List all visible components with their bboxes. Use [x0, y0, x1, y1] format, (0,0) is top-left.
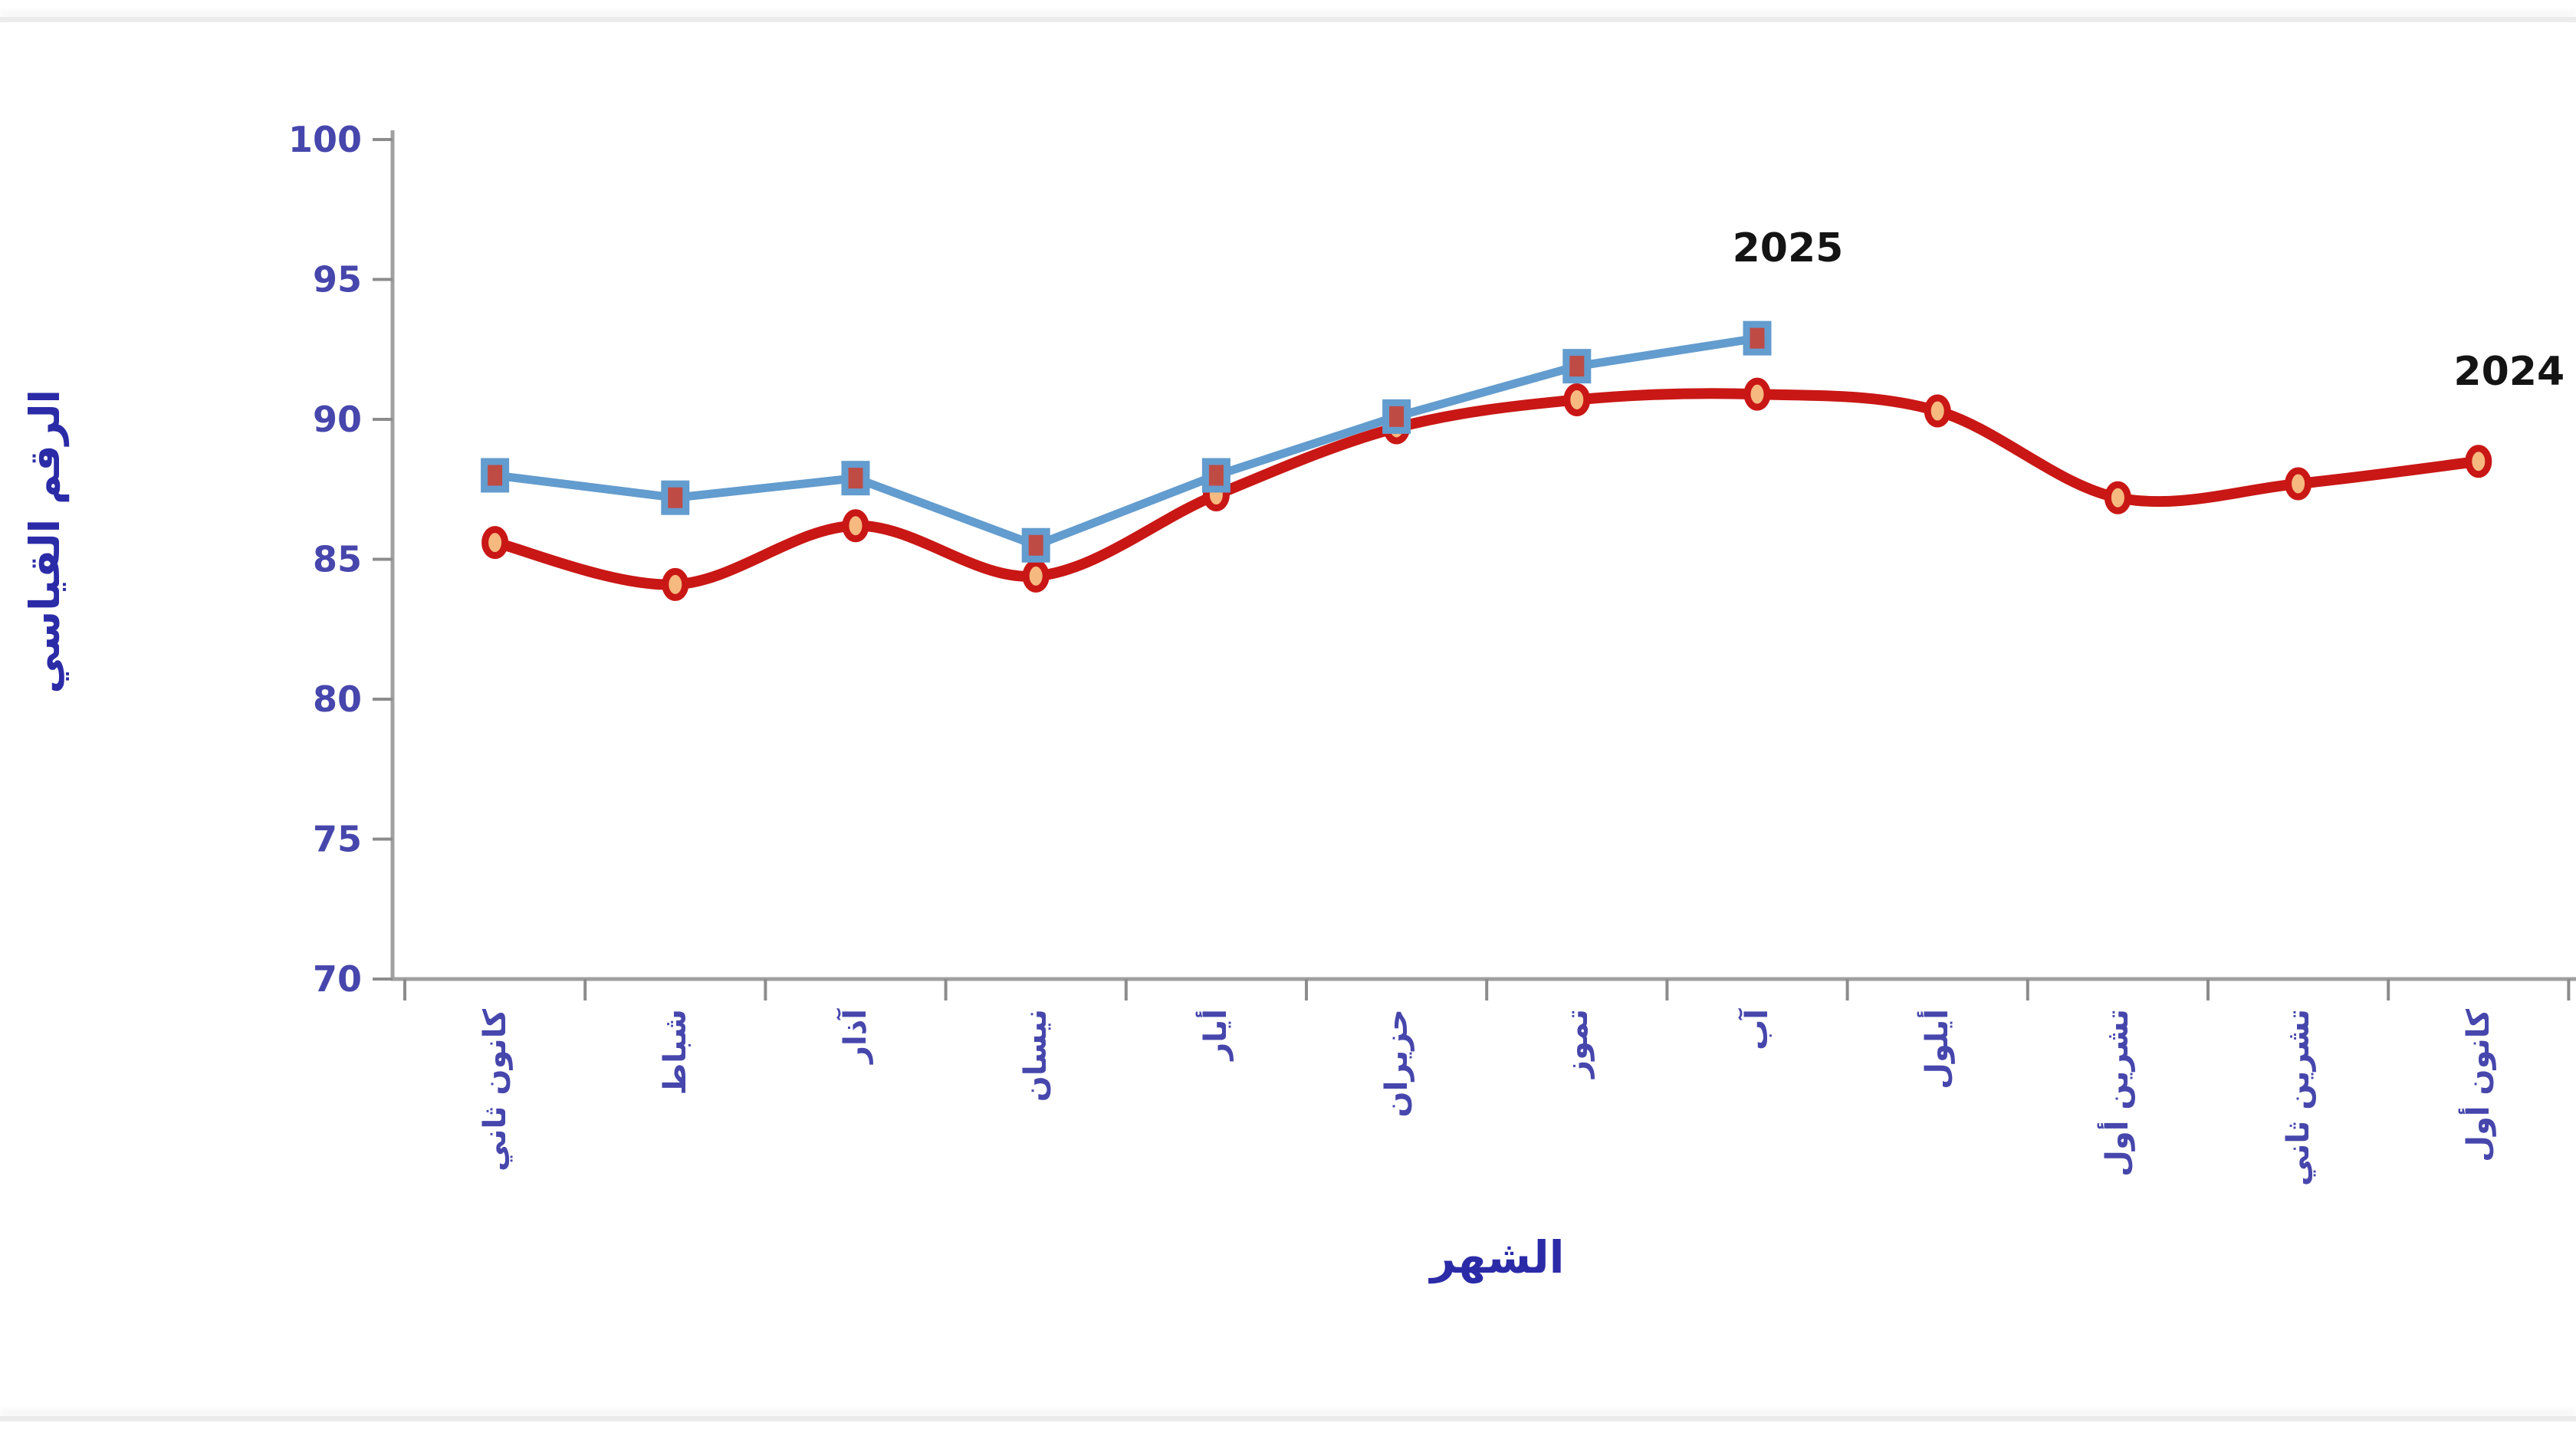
x-tick-label: كانون ثاني — [477, 1009, 513, 1171]
x-tick-label: شباط — [657, 1009, 693, 1096]
series-marker-2024 — [1022, 559, 1050, 593]
series-line-2024 — [489, 388, 2484, 590]
x-tick-label: أيار — [1198, 1009, 1234, 1060]
series-marker-2024 — [1743, 377, 1771, 411]
y-tick-label: 70 — [313, 958, 362, 1000]
series-marker-2024 — [481, 526, 509, 560]
y-tick-label: 100 — [288, 119, 362, 160]
series-marker-2024 — [1563, 383, 1591, 416]
series-marker-2024 — [2285, 467, 2312, 501]
y-tick-label: 85 — [313, 539, 362, 580]
x-tick-label: آذار — [838, 1009, 873, 1063]
series-marker-2025 — [1201, 458, 1230, 493]
series-marker-2024 — [662, 567, 689, 601]
y-tick-label: 95 — [313, 259, 362, 301]
y-tick-label: 80 — [313, 678, 362, 720]
series-marker-2024 — [842, 509, 869, 543]
y-tick-label: 90 — [313, 399, 362, 440]
x-axis-title: الشهر — [1430, 1231, 1565, 1283]
x-tick-label: تموز — [1559, 1009, 1595, 1078]
bottom-border-rule — [0, 1416, 2576, 1421]
series-marker-2024 — [2104, 481, 2131, 514]
series-marker-2025 — [481, 458, 510, 493]
series-line-2025 — [491, 334, 1762, 550]
x-tick-label: كانون أول — [2460, 1009, 2496, 1162]
y-tick-label: 75 — [313, 819, 362, 860]
series-label-2025: 2025 — [1733, 225, 1844, 271]
series-marker-2025 — [1743, 320, 1772, 356]
x-tick-label: تشرين أول — [2100, 1009, 2136, 1177]
series-marker-2025 — [1562, 349, 1592, 384]
series-marker-2025 — [661, 480, 690, 515]
series-marker-2024 — [1924, 394, 1951, 428]
series-marker-2025 — [841, 461, 870, 496]
x-tick-label: نيسان — [1018, 1009, 1054, 1102]
x-tick-label: آب — [1740, 1009, 1775, 1050]
x-tick-label: حزيران — [1378, 1009, 1414, 1118]
y-axis-title: الرقم القياسي — [21, 389, 69, 694]
series-marker-2025 — [1382, 399, 1411, 434]
series-label-2024: 2024 — [2453, 349, 2564, 395]
series-marker-2024 — [2465, 445, 2492, 478]
top-border-rule — [0, 17, 2576, 22]
x-tick-label: أيلول — [1920, 1009, 1956, 1089]
series-marker-2025 — [1021, 527, 1050, 563]
x-tick-label: تشرين ثاني — [2280, 1009, 2316, 1187]
